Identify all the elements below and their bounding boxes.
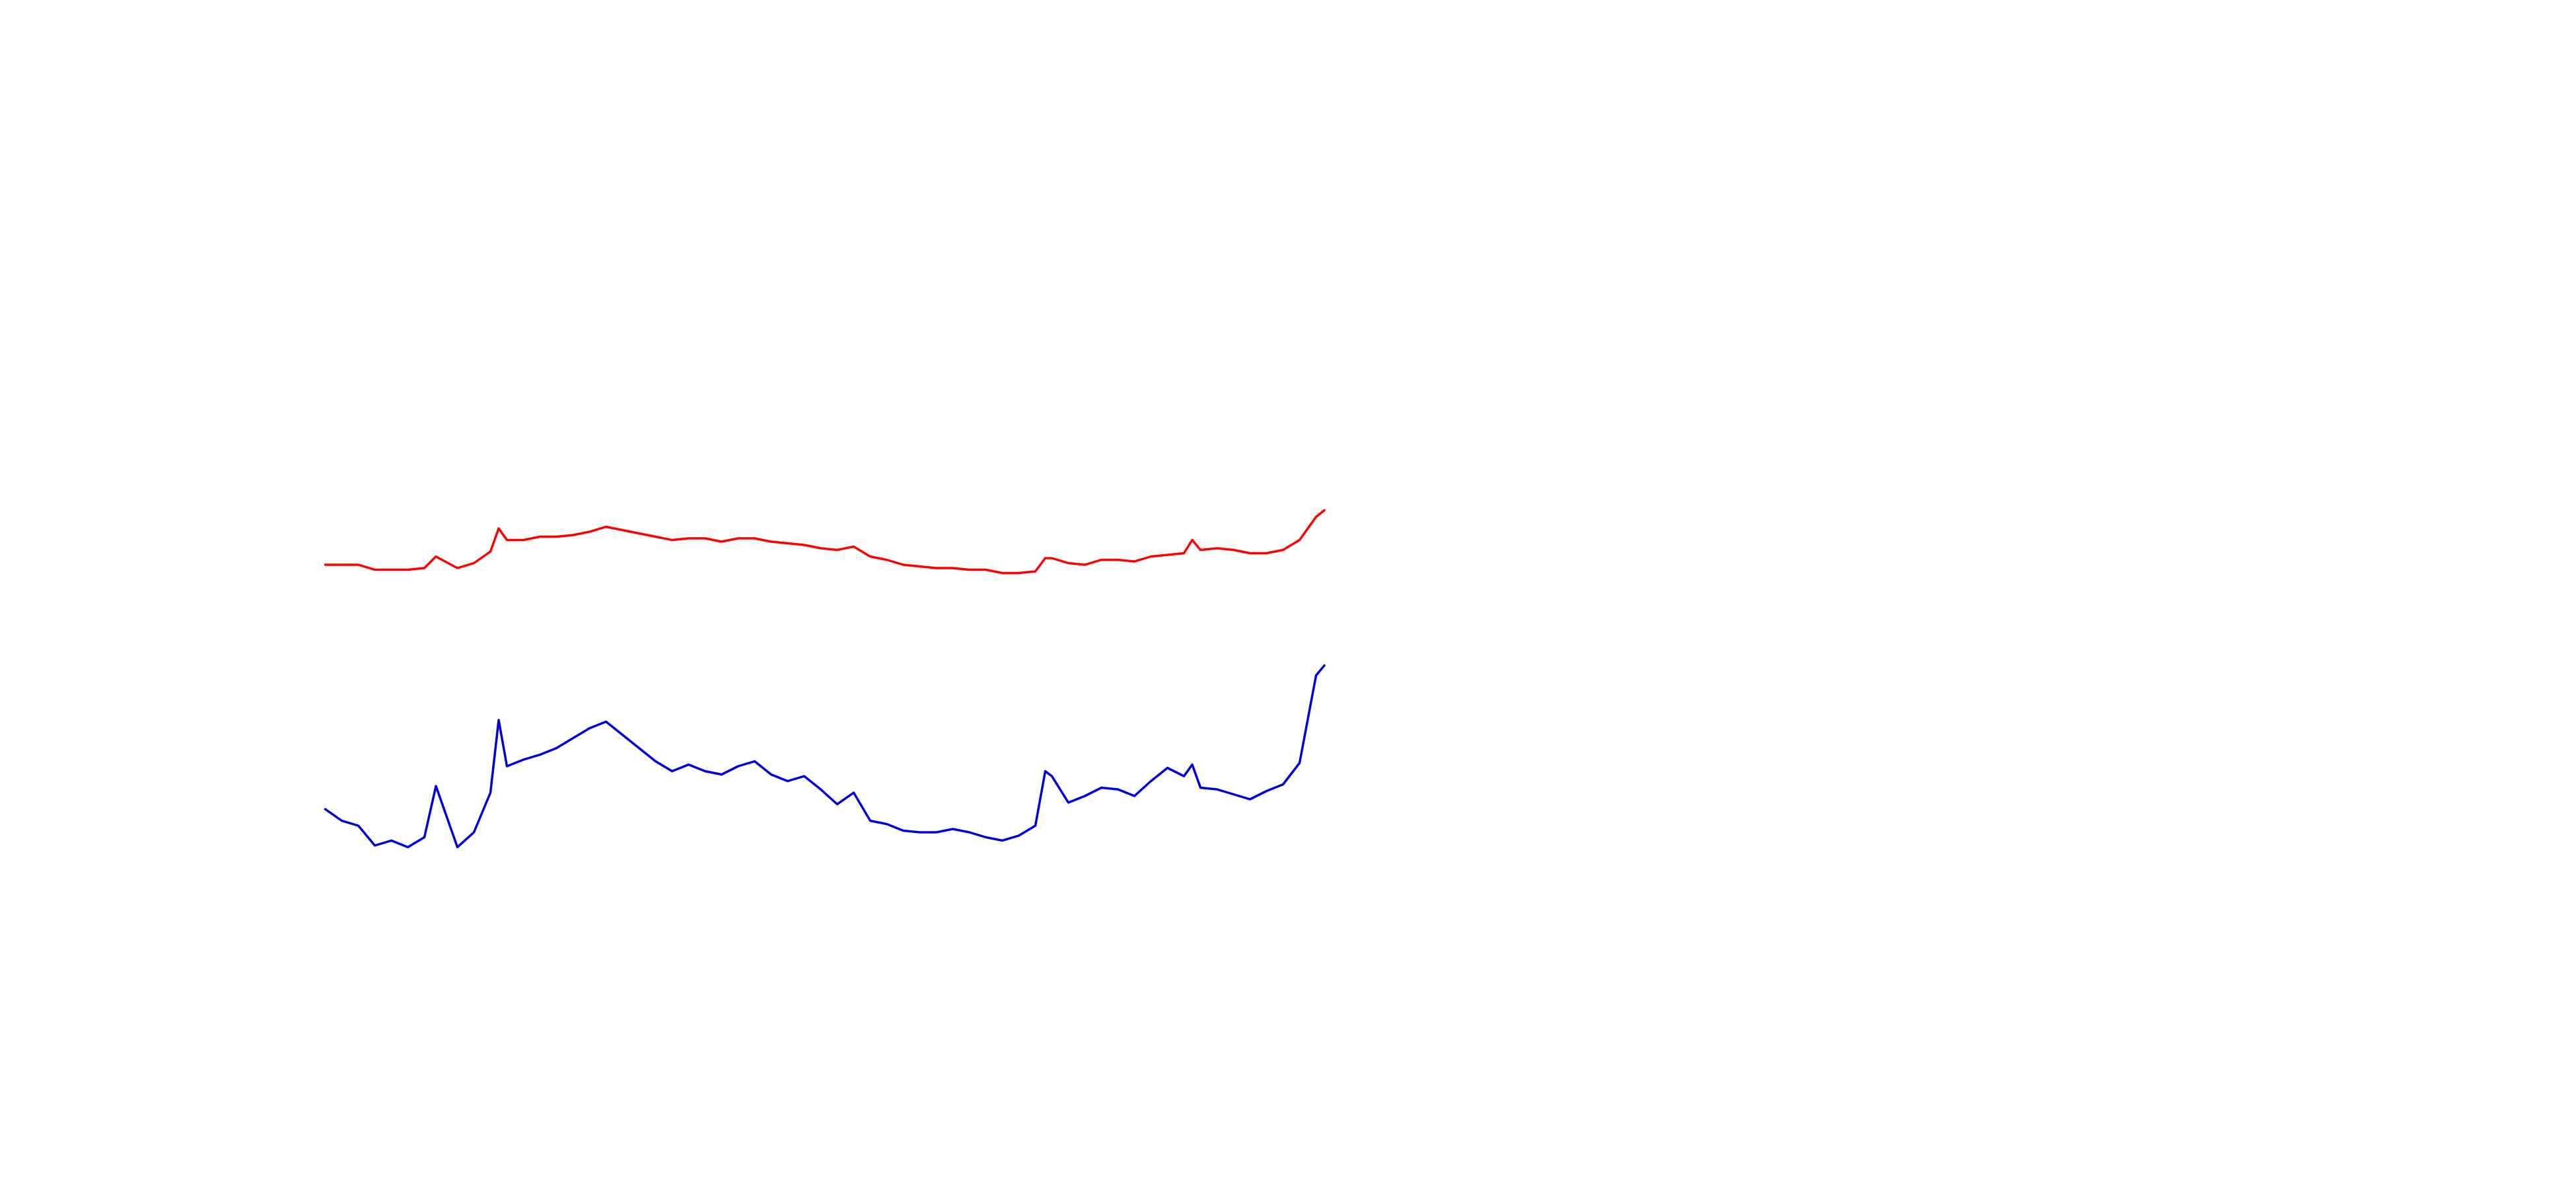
series-line xyxy=(324,664,1326,849)
series-line xyxy=(324,509,1326,575)
